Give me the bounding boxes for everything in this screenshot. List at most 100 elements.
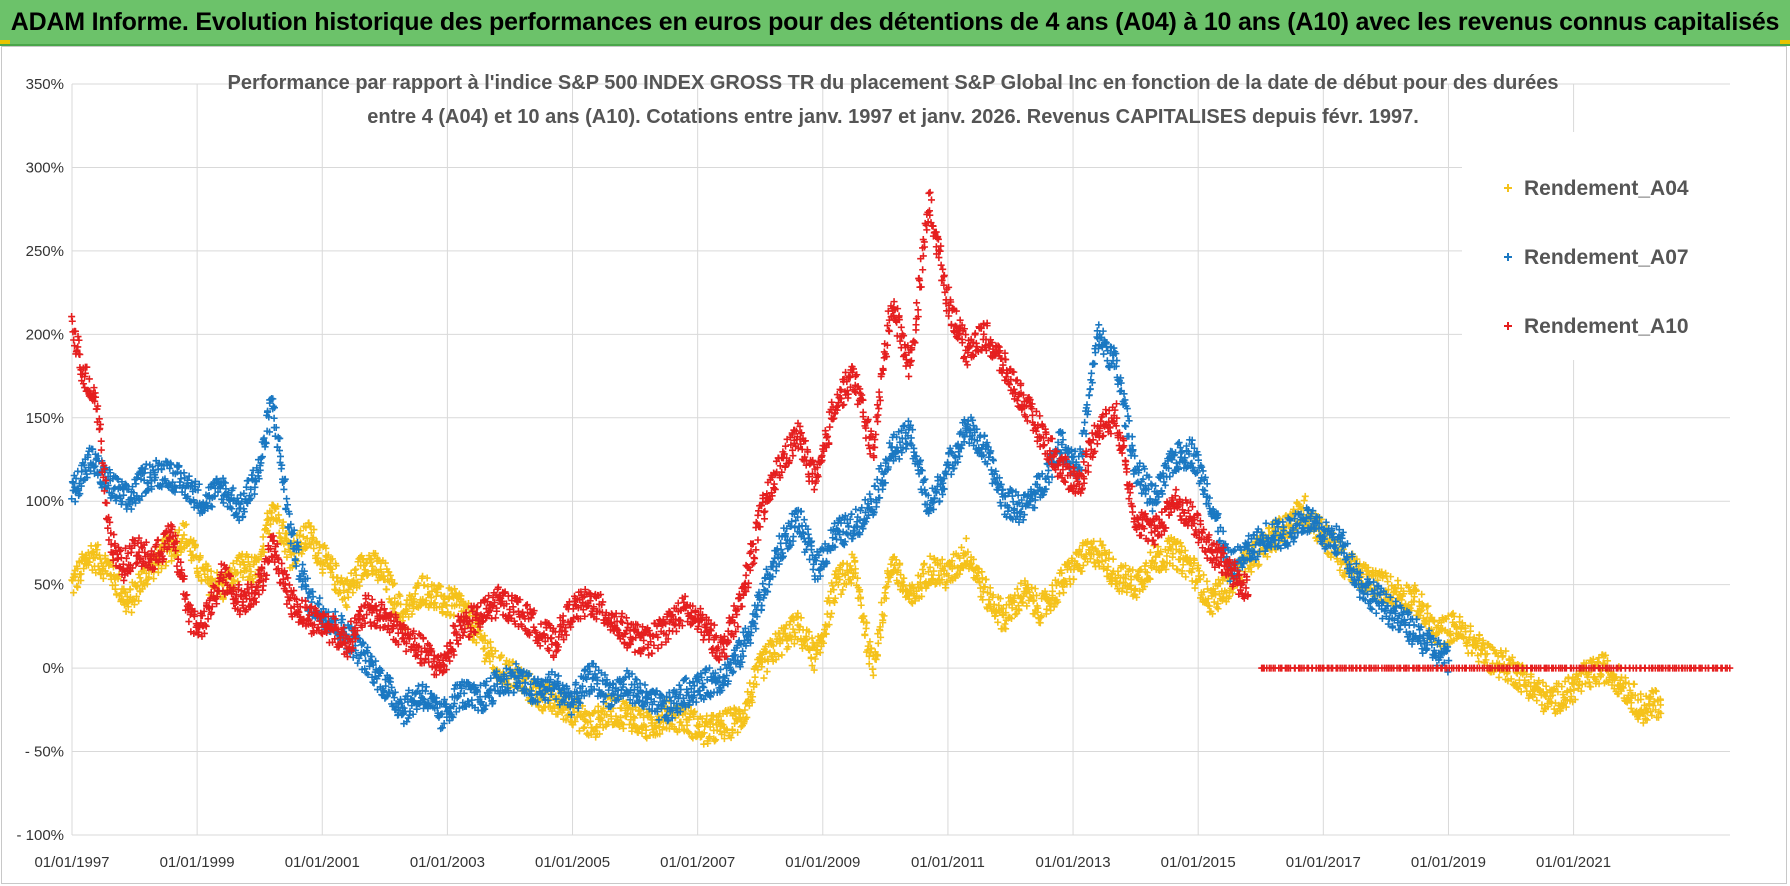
point-rendement_a04 xyxy=(243,566,251,574)
point-rendement_a04 xyxy=(408,610,416,618)
point-rendement_a04 xyxy=(451,585,459,593)
point-rendement_a04 xyxy=(343,603,351,611)
point-rendement_a04 xyxy=(491,647,499,655)
point-rendement_a07 xyxy=(280,485,288,493)
point-rendement_a04 xyxy=(437,582,445,590)
point-rendement_a04 xyxy=(1159,557,1167,565)
point-rendement_a07 xyxy=(1148,507,1156,515)
point-rendement_a04 xyxy=(327,568,335,576)
point-rendement_a04 xyxy=(71,573,79,581)
point-rendement_a04 xyxy=(410,598,418,606)
point-rendement_a04 xyxy=(881,589,889,597)
banner-corner-left xyxy=(0,40,10,44)
point-rendement_a04 xyxy=(422,597,430,605)
point-rendement_a04 xyxy=(77,570,85,578)
point-rendement_a04 xyxy=(481,644,489,652)
point-rendement_a04 xyxy=(233,557,241,565)
point-rendement_a04 xyxy=(347,569,355,577)
point-rendement_a04 xyxy=(230,576,238,584)
point-rendement_a04 xyxy=(328,555,336,563)
point-rendement_a07 xyxy=(277,465,285,473)
point-rendement_a04 xyxy=(274,502,282,510)
point-rendement_a04 xyxy=(1468,649,1476,657)
point-rendement_a04 xyxy=(368,562,376,570)
point-rendement_a04 xyxy=(486,638,494,646)
point-rendement_a04 xyxy=(1055,590,1063,598)
point-rendement_a04 xyxy=(920,560,928,568)
point-rendement_a04 xyxy=(861,631,869,639)
point-rendement_a07 xyxy=(208,503,216,511)
point-rendement_a07 xyxy=(866,490,874,498)
point-rendement_a04 xyxy=(1060,589,1068,597)
point-rendement_a04 xyxy=(310,544,318,552)
point-rendement_a04 xyxy=(259,533,267,541)
point-rendement_a04 xyxy=(150,575,158,583)
point-rendement_a04 xyxy=(319,569,327,577)
point-rendement_a04 xyxy=(117,590,125,598)
point-rendement_a04 xyxy=(763,668,771,676)
point-rendement_a04 xyxy=(314,549,322,557)
point-rendement_a04 xyxy=(1013,585,1021,593)
point-rendement_a04 xyxy=(275,529,283,537)
point-rendement_a04 xyxy=(178,535,186,543)
point-rendement_a04 xyxy=(982,575,990,583)
point-rendement_a04 xyxy=(73,565,81,573)
point-rendement_a04 xyxy=(197,577,205,585)
point-rendement_a07 xyxy=(1124,412,1132,420)
point-rendement_a04 xyxy=(1146,548,1154,556)
point-rendement_a07 xyxy=(1122,423,1130,431)
point-rendement_a04 xyxy=(962,534,970,542)
point-rendement_a04 xyxy=(760,674,768,682)
point-rendement_a07 xyxy=(354,659,362,667)
point-rendement_a04 xyxy=(336,589,344,597)
point-rendement_a04 xyxy=(297,527,305,535)
point-rendement_a04 xyxy=(869,665,877,673)
point-rendement_a04 xyxy=(196,552,204,560)
point-rendement_a04 xyxy=(837,590,845,598)
point-rendement_a07 xyxy=(789,533,797,541)
point-rendement_a04 xyxy=(234,577,242,585)
point-rendement_a07 xyxy=(248,471,256,479)
point-rendement_a04 xyxy=(432,592,440,600)
point-rendement_a04 xyxy=(191,542,199,550)
point-rendement_a04 xyxy=(420,581,428,589)
point-rendement_a04 xyxy=(1475,658,1483,666)
point-rendement_a04 xyxy=(103,569,111,577)
point-rendement_a04 xyxy=(136,574,144,582)
point-rendement_a07 xyxy=(338,612,346,620)
point-rendement_a04 xyxy=(145,573,153,581)
point-rendement_a04 xyxy=(122,607,130,615)
point-rendement_a04 xyxy=(343,576,351,584)
point-rendement_a04 xyxy=(1109,555,1117,563)
point-rendement_a04 xyxy=(1163,552,1171,560)
point-rendement_a04 xyxy=(344,593,352,601)
point-rendement_a04 xyxy=(96,555,104,563)
point-rendement_a04 xyxy=(1630,680,1638,688)
point-rendement_a04 xyxy=(135,597,143,605)
point-rendement_a04 xyxy=(239,573,247,581)
point-rendement_a07 xyxy=(847,510,855,518)
point-rendement_a04 xyxy=(204,562,212,570)
point-rendement_a04 xyxy=(262,521,270,529)
point-rendement_a04 xyxy=(244,558,252,566)
point-rendement_a04 xyxy=(143,580,151,588)
point-rendement_a04 xyxy=(299,533,307,541)
point-rendement_a04 xyxy=(279,518,287,526)
point-rendement_a04 xyxy=(122,588,130,596)
point-rendement_a04 xyxy=(389,605,397,613)
point-rendement_a04 xyxy=(190,537,198,545)
point-rendement_a04 xyxy=(994,618,1002,626)
point-rendement_a04 xyxy=(124,603,132,611)
point-rendement_a04 xyxy=(138,585,146,593)
point-rendement_a04 xyxy=(1174,566,1182,574)
point-rendement_a04 xyxy=(207,567,215,575)
point-rendement_a04 xyxy=(279,524,287,532)
point-rendement_a04 xyxy=(260,548,268,556)
point-rendement_a04 xyxy=(219,595,227,603)
point-rendement_a04 xyxy=(358,556,366,564)
point-rendement_a07 xyxy=(175,463,183,471)
point-rendement_a04 xyxy=(257,552,265,560)
point-rendement_a04 xyxy=(126,585,134,593)
point-rendement_a04 xyxy=(175,526,183,534)
